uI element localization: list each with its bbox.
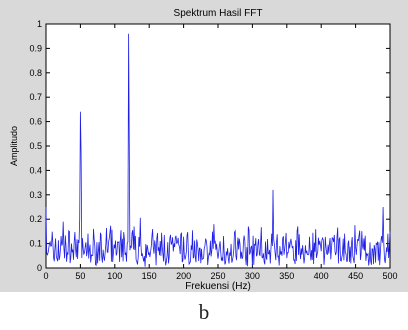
chart-title: Spektrum Hasil FFT <box>174 8 263 19</box>
x-tick-label: 450 <box>348 271 363 281</box>
x-tick-label: 250 <box>210 271 225 281</box>
y-tick-label: 0.9 <box>29 43 42 53</box>
y-tick-label: 0.8 <box>29 68 42 78</box>
x-tick-label: 400 <box>314 271 329 281</box>
y-tick-label: 0.7 <box>29 92 42 102</box>
x-tick-label: 350 <box>279 271 294 281</box>
x-tick-label: 0 <box>43 271 48 281</box>
y-tick-label: 0.2 <box>29 214 42 224</box>
x-tick-label: 500 <box>382 271 397 281</box>
plot-area <box>45 23 391 269</box>
y-tick-label: 0.5 <box>29 141 42 151</box>
y-tick-label: 0.3 <box>29 190 42 200</box>
figure-caption: b <box>198 300 210 324</box>
x-tick-label: 50 <box>75 271 85 281</box>
x-axis-label: Frekuensi (Hz) <box>185 281 251 292</box>
spectrum-line <box>45 33 391 267</box>
series-layer <box>45 33 391 267</box>
y-tick-label: 0.4 <box>29 165 42 175</box>
axis-ticks: 0 50 100 150 200 250 300 350 400 450 500 0 0.1 0.2 0.3… <box>29 19 397 281</box>
y-tick-label: 0.1 <box>29 239 42 249</box>
x-tick-label: 100 <box>107 271 122 281</box>
y-tick-label: 0 <box>37 263 42 273</box>
x-tick-label: 200 <box>176 271 191 281</box>
x-tick-label: 300 <box>245 271 260 281</box>
y-tick-label: 1 <box>37 19 42 29</box>
y-axis-label: Amplitudo <box>9 126 19 166</box>
y-tick-label: 0.6 <box>29 117 42 127</box>
fft-spectrum-chart: Spektrum Hasil FFT 0 50 100 150 200 250 300 350… <box>9 8 398 292</box>
x-tick-label: 150 <box>142 271 157 281</box>
